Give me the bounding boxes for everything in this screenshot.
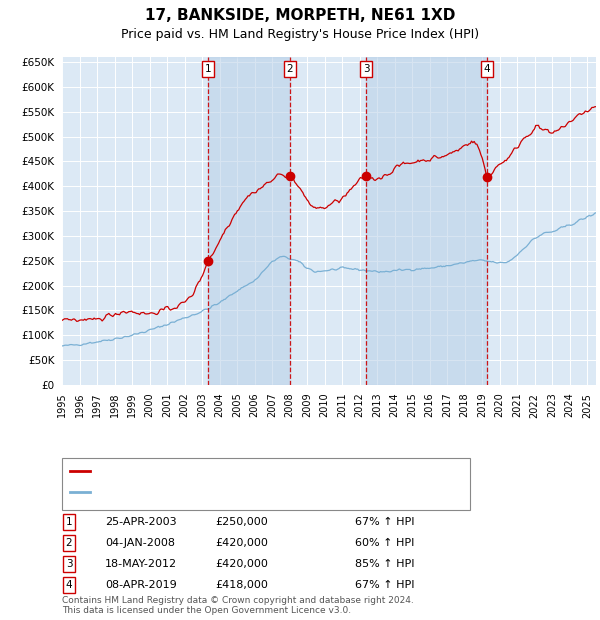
Text: 85% ↑ HPI: 85% ↑ HPI [355,559,415,569]
Text: 67% ↑ HPI: 67% ↑ HPI [355,517,415,527]
Text: 67% ↑ HPI: 67% ↑ HPI [355,580,415,590]
Text: Price paid vs. HM Land Registry's House Price Index (HPI): Price paid vs. HM Land Registry's House … [121,28,479,41]
Text: 3: 3 [65,559,73,569]
Bar [366,57,487,385]
Text: 17, BANKSIDE, MORPETH, NE61 1XD: 17, BANKSIDE, MORPETH, NE61 1XD [145,8,455,23]
Bar [208,57,290,385]
Text: £420,000: £420,000 [215,559,268,569]
Text: 17, BANKSIDE, MORPETH, NE61 1XD (detached house): 17, BANKSIDE, MORPETH, NE61 1XD (detache… [96,466,380,476]
Text: £418,000: £418,000 [215,580,268,590]
Text: 18-MAY-2012: 18-MAY-2012 [105,559,177,569]
Text: 60% ↑ HPI: 60% ↑ HPI [355,538,415,548]
Text: 1: 1 [205,64,211,74]
Text: HPI: Average price, detached house, Northumberland: HPI: Average price, detached house, Nort… [96,487,375,497]
Text: 08-APR-2019: 08-APR-2019 [105,580,177,590]
Text: 4: 4 [65,580,73,590]
Text: 4: 4 [484,64,490,74]
Text: Contains HM Land Registry data © Crown copyright and database right 2024.
This d: Contains HM Land Registry data © Crown c… [62,596,414,616]
Text: 04-JAN-2008: 04-JAN-2008 [105,538,175,548]
Text: 2: 2 [65,538,73,548]
Text: 25-APR-2003: 25-APR-2003 [105,517,176,527]
Text: £250,000: £250,000 [215,517,268,527]
Text: 3: 3 [363,64,370,74]
Text: 2: 2 [286,64,293,74]
Text: 1: 1 [65,517,73,527]
Text: £420,000: £420,000 [215,538,268,548]
